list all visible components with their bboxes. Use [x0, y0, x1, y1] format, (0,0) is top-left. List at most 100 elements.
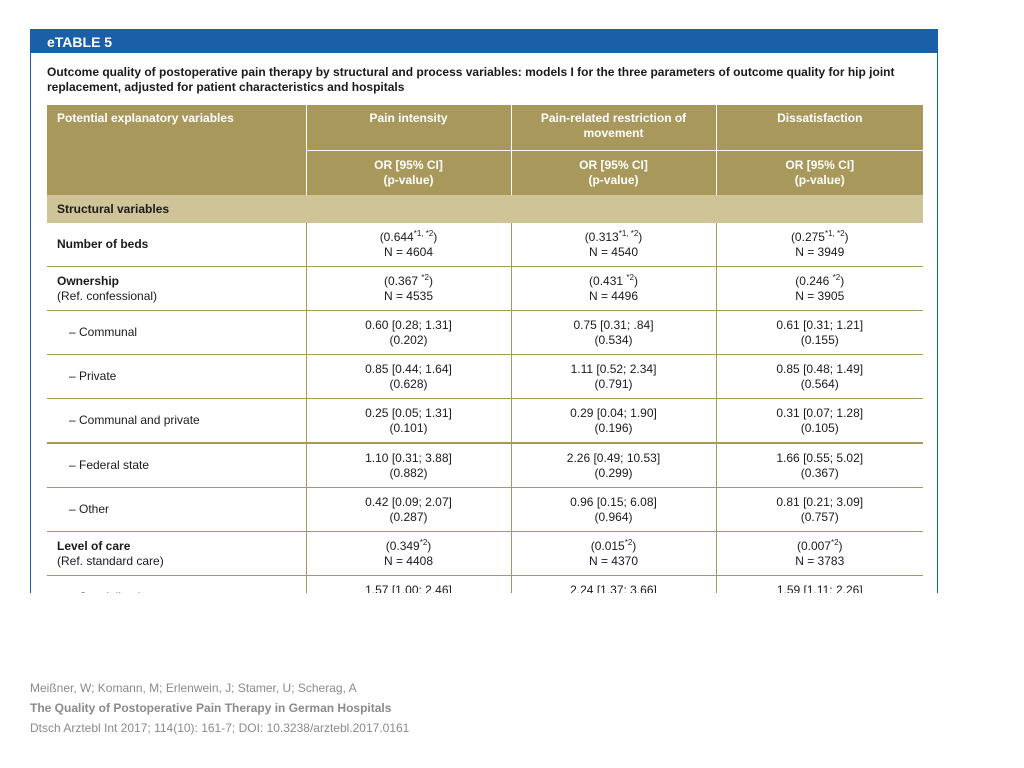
section-structural-variables: Structural variables — [47, 195, 923, 223]
subheader-blank — [47, 150, 306, 195]
cell-detail: (0.101) — [389, 420, 428, 435]
header-variables: Potential explanatory variables — [47, 105, 306, 151]
cell-estimate: 0.61 [0.31; 1.21] — [776, 317, 864, 332]
row-label-text: Level of care — [57, 538, 131, 553]
table-label: eTABLE 5 — [31, 29, 937, 53]
p-value-label: (p-value) — [588, 173, 639, 187]
cell-estimate: 0.85 [0.48; 1.49] — [776, 361, 864, 376]
subheader-dissatisfaction: OR [95% CI] (p-value) — [715, 150, 923, 195]
section-row: Structural variables — [47, 195, 923, 223]
row-label: – Private — [47, 354, 306, 399]
cell-estimate: 0.25 [0.05; 1.31] — [365, 405, 452, 420]
row-label: Level of care (Ref. standard care) — [47, 531, 306, 576]
or-ci-label: OR [95% CI] — [579, 158, 648, 172]
cell-detail: (0.196) — [594, 420, 633, 435]
cell-estimate: 1.66 [0.55; 5.02] — [776, 450, 864, 465]
cell-pain: 0.85 [0.44; 1.64] (0.628) — [305, 354, 511, 399]
cell-detail: (0.155) — [800, 332, 839, 347]
cell-detail: (0.791) — [594, 376, 633, 391]
cell-detail: (0.757) — [800, 509, 839, 524]
cell-pain: 0.60 [0.28; 1.31] (0.202) — [305, 310, 511, 355]
cell-estimate: 0.96 [0.15; 6.08] — [570, 494, 657, 509]
cell-restriction: (0.313*1, *2) N = 4540 — [510, 223, 716, 267]
cell-pain: 0.25 [0.05; 1.31] (0.101) — [305, 398, 511, 444]
table-row: – Communal 0.60 [0.28; 1.31] (0.202) 0.75 [… — [47, 310, 923, 355]
cell-dissatisfaction: 0.85 [0.48; 1.49] (0.564) — [715, 354, 923, 399]
cell-restriction: 2.24 [1.37; 3.66](0.001) — [510, 575, 716, 593]
cell-estimate: 1.10 [0.31; 3.88] — [365, 450, 452, 465]
citation-title: The Quality of Postoperative Pain Therap… — [30, 701, 392, 715]
cell-pain: 0.42 [0.09; 2.07] (0.287) — [305, 487, 511, 532]
cell-estimate: (0.431 *2) — [589, 272, 638, 288]
cell-detail: (0.287) — [389, 509, 428, 524]
cell-dissatisfaction: 0.31 [0.07; 1.28] (0.105) — [715, 398, 923, 444]
cell-detail: (0.628) — [389, 376, 428, 391]
cell-detail: (0.964) — [594, 509, 633, 524]
cell-restriction: (0.015*2) N = 4370 — [510, 531, 716, 576]
or-ci-label: OR [95% CI] — [785, 158, 855, 172]
cell-detail: (0.105) — [800, 420, 839, 435]
header-dissatisfaction: Dissatisfaction — [715, 105, 923, 151]
row-label-text: – Communal and private — [69, 413, 200, 427]
table-row: – Communal and private 0.25 [0.05; 1.31](… — [47, 398, 923, 444]
cell-detail: N = 4540 — [588, 244, 639, 259]
cell-dissatisfaction: 1.59 [1.11; 2.26](0.011) — [715, 575, 923, 593]
cell-estimate: 1.57 [1.00; 2.46] — [365, 582, 452, 594]
row-label: Number of beds — [47, 223, 306, 267]
cell-restriction: 0.75 [0.31; .84] (0.534) — [510, 310, 716, 355]
cell-detail: N = 4535 — [383, 288, 434, 303]
cell-restriction: 0.96 [0.15; 6.08] (0.964) — [510, 487, 716, 532]
results-table: Potential explanatory variables Pain int… — [47, 105, 923, 593]
table-body: Number of beds (0.644*1, *2) N = 4604 (0.31… — [47, 223, 923, 593]
table-row: Level of care (Ref. standard care) (0.349*… — [47, 531, 923, 576]
row-label-text: – Communal — [69, 325, 138, 339]
table-row: – Private 0.85 [0.44; 1.64] (0.628) 1.11 [0… — [47, 354, 923, 399]
header-row: Potential explanatory variables Pain int… — [47, 105, 923, 151]
table-row: – Federal state 1.10 [0.31; 3.88] (0.882) 2… — [47, 443, 923, 488]
cell-estimate: 0.75 [0.31; .84] — [573, 317, 654, 332]
cell-pain: (0.349*2) N = 4408 — [305, 531, 511, 576]
row-label: Ownership (Ref. confessional) — [47, 266, 306, 311]
cell-estimate: (0.349*2) — [385, 537, 432, 553]
row-label-text: – Private — [69, 369, 117, 383]
subheader-row: OR [95% CI] (p-value) OR [95% CI] (p-val… — [47, 150, 923, 195]
cell-dissatisfaction: (0.007*2) N = 3783 — [715, 531, 923, 576]
cell-restriction: 0.29 [0.04; 1.90] (0.196) — [510, 398, 716, 444]
row-label: – Federal state — [47, 443, 306, 488]
cell-dissatisfaction: (0.275*1, *2) N = 3949 — [715, 223, 923, 267]
cell-detail: N = 4604 — [383, 244, 434, 259]
etable-frame: eTABLE 5 Outcome quality of postoperativ… — [30, 29, 938, 593]
header-restriction: Pain-related restriction of movement — [510, 105, 716, 151]
cell-estimate: 0.31 [0.07; 1.28] — [776, 405, 864, 420]
cell-estimate: 0.60 [0.28; 1.31] — [365, 317, 452, 332]
cell-pain: 1.57 [1.00; 2.46](0.050) — [305, 575, 511, 594]
cell-detail: (0.367) — [800, 465, 839, 480]
cell-detail: (0.299) — [594, 465, 633, 480]
cell-estimate: 0.85 [0.44; 1.64] — [365, 361, 452, 376]
citation-authors: Meißner, W; Komann, M; Erlenwein, J; Sta… — [30, 681, 357, 695]
cell-detail: N = 3949 — [795, 244, 845, 259]
subheader-restriction: OR [95% CI] (p-value) — [510, 150, 716, 195]
cell-dissatisfaction: 0.61 [0.31; 1.21] (0.155) — [715, 310, 923, 355]
cell-restriction: 2.26 [0.49; 10.53] (0.299) — [510, 443, 716, 488]
cell-estimate: 2.26 [0.49; 10.53] — [566, 450, 661, 465]
cell-estimate: (0.015*2) — [590, 537, 637, 553]
table-caption: Outcome quality of postoperative pain th… — [47, 65, 895, 94]
row-label-text: Number of beds — [57, 237, 149, 251]
cell-pain: (0.644*1, *2) N = 4604 — [305, 223, 511, 267]
table-row: Number of beds (0.644*1, *2) N = 4604 (0.31… — [47, 223, 923, 267]
cell-detail: N = 4496 — [588, 288, 639, 303]
citation-journal: Dtsch Arztebl Int 2017; 114(10): 161-7; … — [30, 721, 410, 735]
cell-detail: (0.882) — [389, 465, 428, 480]
cell-restriction: (0.431 *2) N = 4496 — [510, 266, 716, 311]
subheader-pain: OR [95% CI] (p-value) — [305, 150, 511, 195]
row-label: – Communal — [47, 310, 306, 355]
row-label-text: Ownership — [57, 273, 120, 288]
table-row: – Other 0.42 [0.09; 2.07] (0.287) 0.96 [0.1… — [47, 487, 923, 532]
row-label: – Communal and private — [47, 398, 306, 444]
cell-detail: (0.534) — [594, 332, 633, 347]
cell-dissatisfaction: 0.81 [0.21; 3.09] (0.757) — [715, 487, 923, 532]
or-ci-label: OR [95% CI] — [374, 158, 443, 172]
cell-estimate: (0.246 *2) — [795, 272, 845, 288]
cell-restriction: 1.11 [0.52; 2.34] (0.791) — [510, 354, 716, 399]
